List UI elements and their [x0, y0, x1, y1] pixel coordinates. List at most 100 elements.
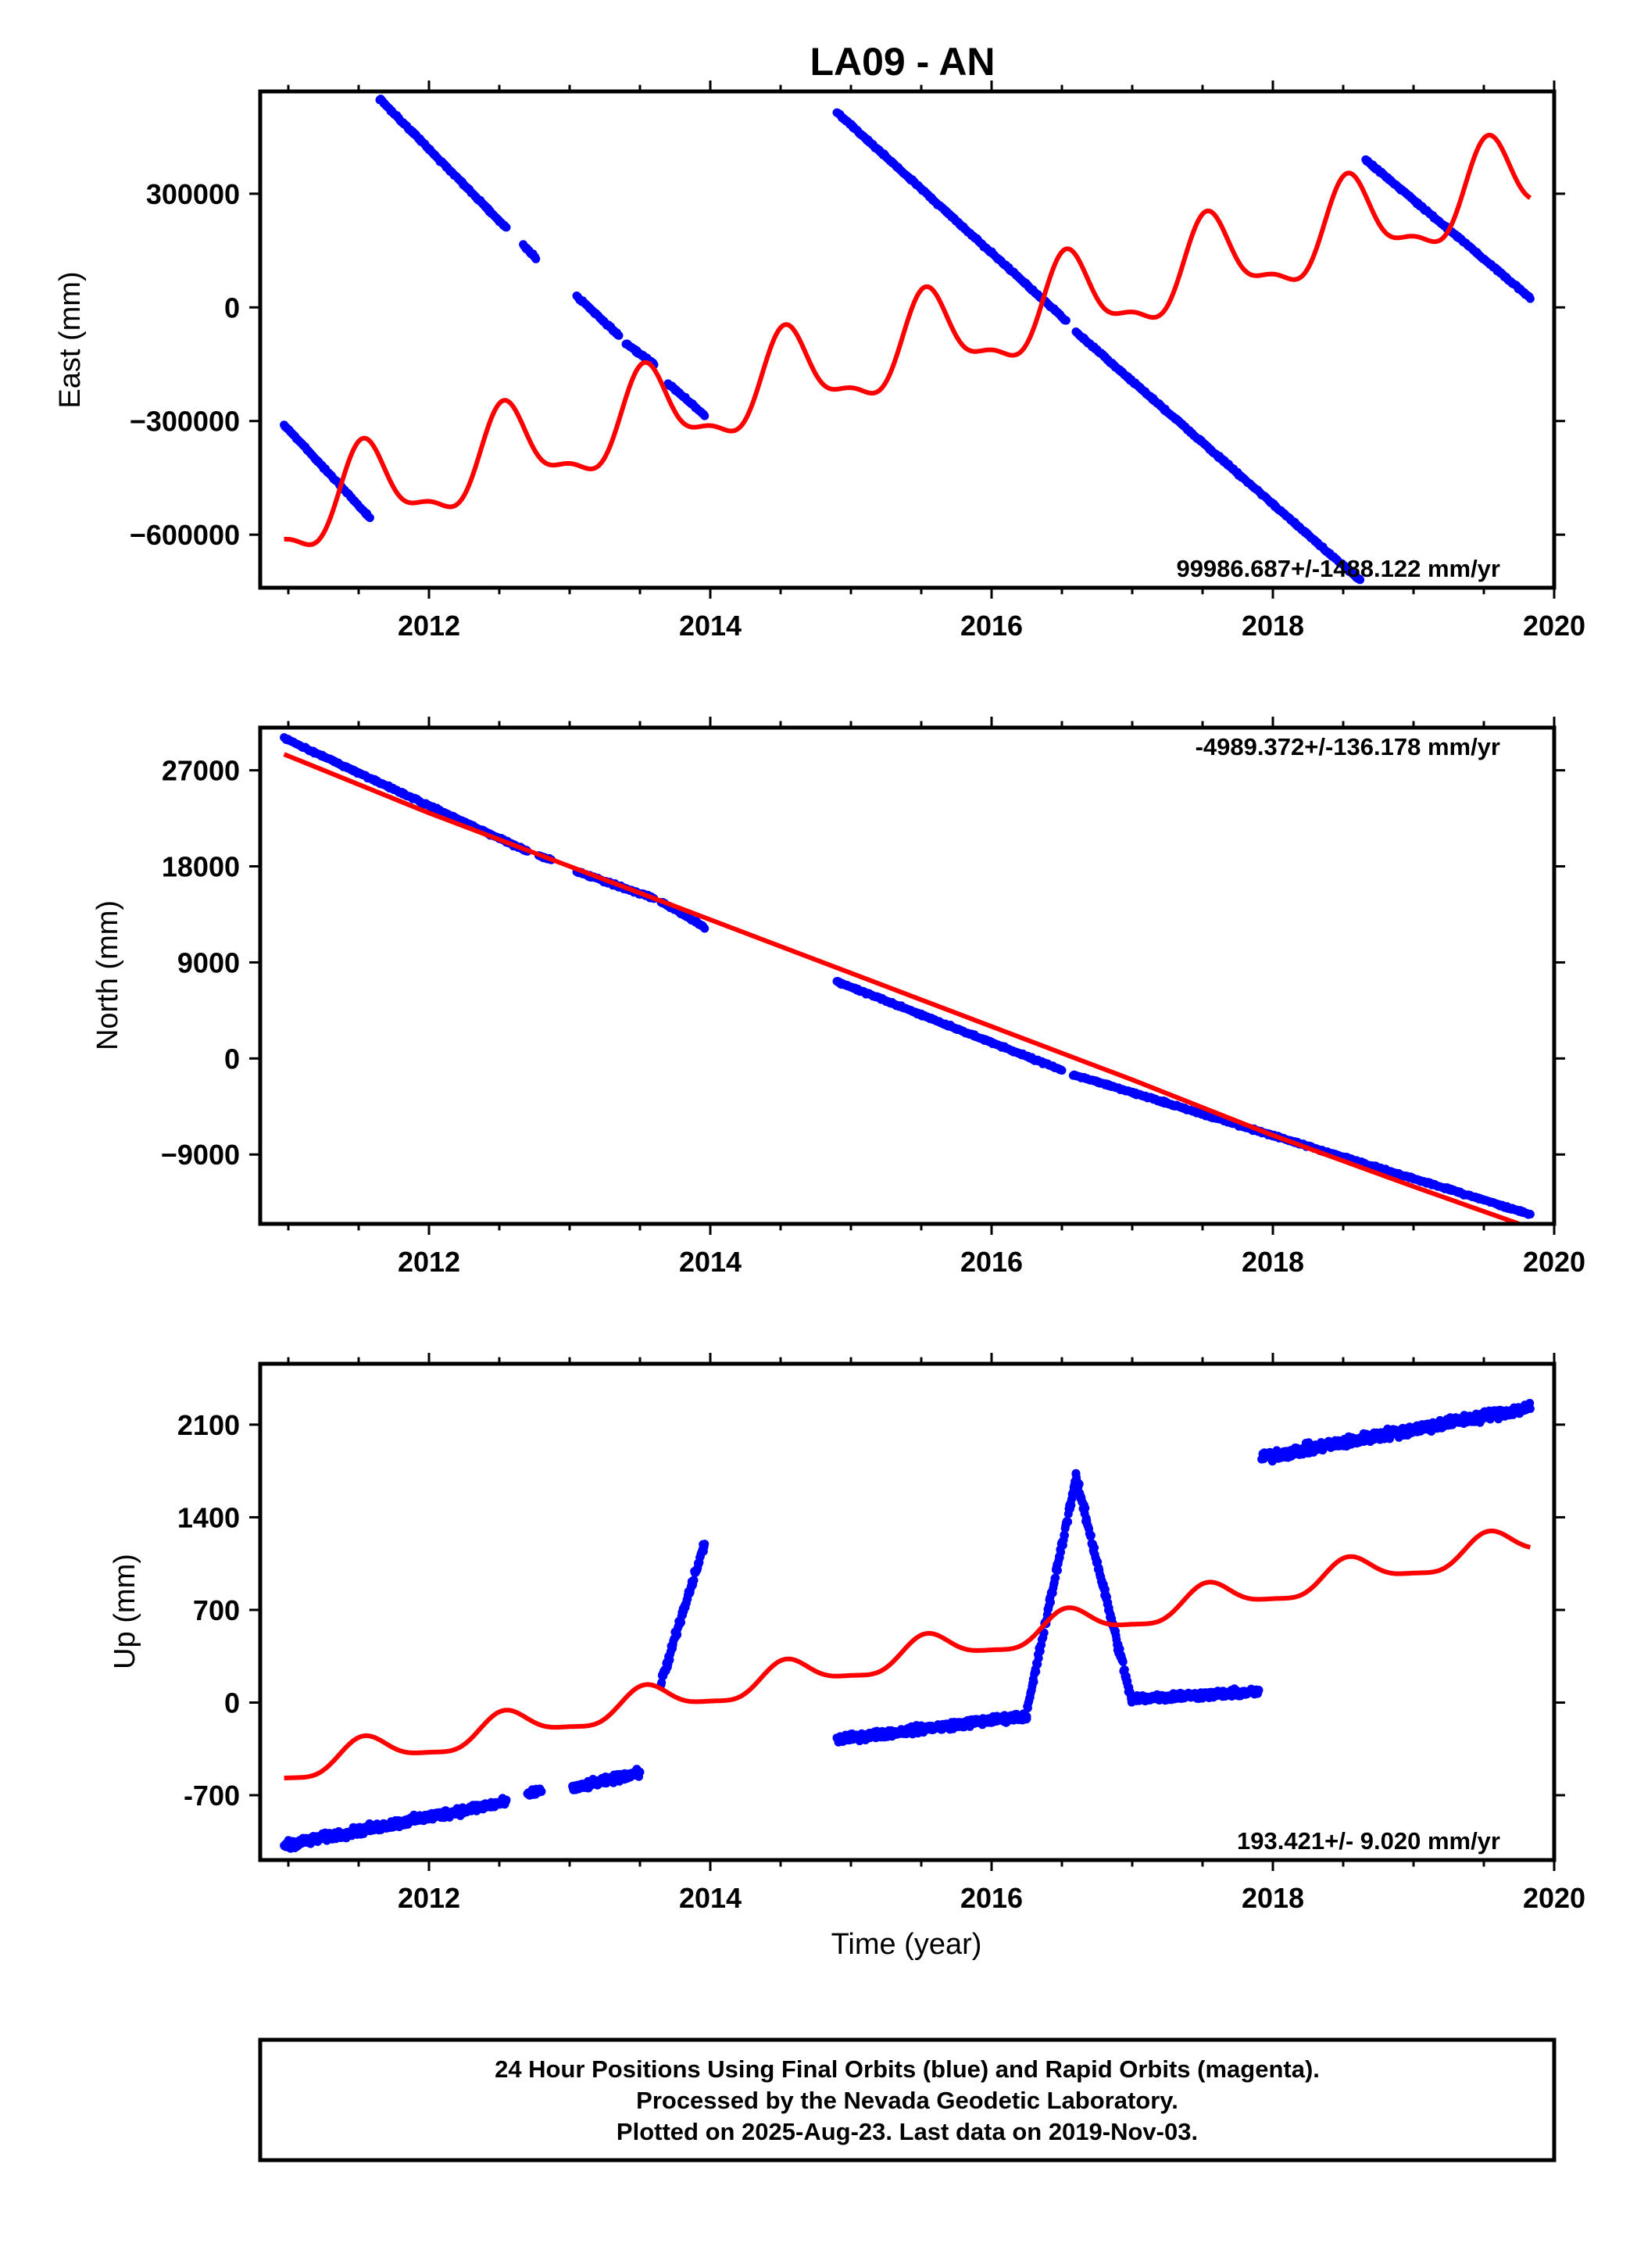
north-x-tick-label: 2012 [398, 1246, 460, 1278]
east-x-tick-label: 2014 [679, 610, 742, 642]
up-x-tick-label: 2016 [960, 1882, 1023, 1914]
east-data-point [365, 513, 374, 522]
up-point-cluster [656, 1540, 709, 1690]
figure-title: LA09 - AN [810, 40, 995, 84]
up-data-point [1074, 1479, 1084, 1489]
east-rate-label: 99986.687+/-1488.122 mm/yr [1176, 555, 1500, 582]
up-point-cluster [1257, 1398, 1535, 1466]
east-data-point [502, 223, 511, 232]
up-data-point [657, 1678, 667, 1687]
east-point-segment [663, 379, 709, 420]
north-x-tick-label: 2016 [960, 1246, 1023, 1278]
east-data-point [1356, 575, 1365, 585]
up-x-tick-label: 2018 [1242, 1882, 1304, 1914]
footer-line-2: Processed by the Nevada Geodetic Laborat… [636, 2087, 1178, 2114]
up-data-point [635, 1767, 645, 1776]
north-frame [258, 725, 1557, 1226]
up-data-point [689, 1576, 699, 1585]
up-data-point [1034, 1654, 1043, 1663]
up-data-point [1254, 1686, 1263, 1694]
up-x-tick-label: 2012 [398, 1882, 460, 1914]
east-model-line [283, 132, 1532, 547]
up-data-point [1029, 1677, 1038, 1687]
north-y-tick-label: 27000 [162, 755, 240, 787]
east-point-segment [280, 420, 374, 522]
north-x-axis: 2012 2014 2016 2018 2020 [287, 717, 1585, 1278]
up-y-tick-label: -700 [184, 1780, 240, 1812]
up-point-cluster [523, 1784, 546, 1800]
east-data-point [1525, 294, 1535, 303]
north-data-point [1057, 1066, 1067, 1075]
up-x-tick-label: 2014 [679, 1882, 742, 1914]
up-data-point [502, 1795, 511, 1805]
north-y-tick-label: 18000 [162, 851, 240, 883]
up-model-line [283, 1528, 1532, 1781]
up-y-tick-label: 700 [193, 1594, 240, 1626]
up-frame [258, 1361, 1557, 1862]
up-data-point [1022, 1714, 1031, 1723]
north-y-axis: 27000 18000 9000 0 −9000 [161, 755, 1565, 1171]
up-point-cluster [1071, 1468, 1137, 1707]
north-point-segment [832, 977, 1067, 1075]
east-point-segment [375, 95, 511, 232]
up-point-cluster [568, 1765, 645, 1794]
north-x-tick-label: 2018 [1242, 1246, 1304, 1278]
up-plot-area [280, 1398, 1535, 1853]
up-point-cluster [1128, 1684, 1263, 1706]
footer-box: 24 Hour Positions Using Final Orbits (bl… [258, 2037, 1557, 2162]
up-rate-label: 193.421+/- 9.020 mm/yr [1237, 1827, 1500, 1855]
up-y-axis: 2100 1400 700 0 -700 [177, 1409, 1565, 1812]
east-frame [258, 89, 1557, 590]
north-data-point [700, 924, 709, 933]
east-x-tick-label: 2012 [398, 610, 460, 642]
up-data-point [1090, 1543, 1099, 1552]
up-panel: 2012 2014 2016 2018 2020 2100 1400 700 0 -700 Up… [109, 1353, 1585, 1961]
east-y-tick-label: −300000 [130, 406, 240, 438]
up-point-cluster [832, 1709, 1031, 1747]
up-data-point [1081, 1504, 1090, 1513]
east-data-point [614, 331, 624, 340]
up-x-axis-label: Time (year) [831, 1928, 982, 1961]
east-y-tick-label: −600000 [130, 519, 240, 551]
up-data-point [700, 1540, 709, 1549]
east-y-axis-label: East (mm) [54, 271, 87, 408]
up-y-tick-label: 1400 [177, 1501, 240, 1533]
footer-frame [258, 2037, 1557, 2162]
east-y-axis: 300000 0 −300000 −600000 [130, 178, 1565, 551]
north-data-point [1525, 1210, 1535, 1219]
east-point-segment [832, 108, 1070, 325]
east-point-segment [1071, 327, 1365, 585]
north-x-tick-label: 2014 [679, 1246, 742, 1278]
up-point-cluster [280, 1794, 511, 1853]
up-point-cluster [1022, 1469, 1081, 1723]
up-data-point [1118, 1657, 1128, 1666]
up-y-tick-label: 2100 [177, 1409, 240, 1441]
east-x-tick-label: 2016 [960, 610, 1023, 642]
up-x-tick-label: 2020 [1523, 1882, 1585, 1914]
north-y-tick-label: −9000 [161, 1139, 240, 1171]
up-data-point [1053, 1565, 1062, 1575]
north-y-axis-label: North (mm) [91, 900, 124, 1050]
north-rate-label: -4989.372+/-136.178 mm/yr [1196, 733, 1500, 760]
up-data-point [1046, 1597, 1055, 1607]
up-data-point [537, 1787, 546, 1796]
footer-line-3: Plotted on 2025-Aug-23. Last data on 201… [617, 2118, 1198, 2145]
east-point-segment [519, 240, 541, 263]
east-plot-area [280, 95, 1535, 585]
up-data-point [673, 1630, 682, 1640]
up-data-point [1063, 1517, 1073, 1526]
up-data-point [1031, 1667, 1041, 1676]
north-model-line [283, 752, 1521, 1224]
up-data-point [677, 1618, 685, 1627]
north-panel: 2012 2014 2016 2018 2020 27000 18000 9000 0 −900… [91, 717, 1585, 1278]
north-y-tick-label: 0 [224, 1043, 240, 1075]
up-data-point [1525, 1404, 1535, 1413]
up-data-point [1056, 1547, 1066, 1557]
east-x-tick-label: 2020 [1523, 610, 1585, 642]
north-plot-area [280, 733, 1535, 1224]
up-data-point [1120, 1665, 1129, 1674]
east-panel: 2012 2014 2016 2018 2020 300000 0 −300000 −6000… [54, 80, 1585, 642]
east-x-axis: 2012 2014 2016 2018 2020 [287, 80, 1585, 642]
up-data-point [1060, 1531, 1069, 1540]
